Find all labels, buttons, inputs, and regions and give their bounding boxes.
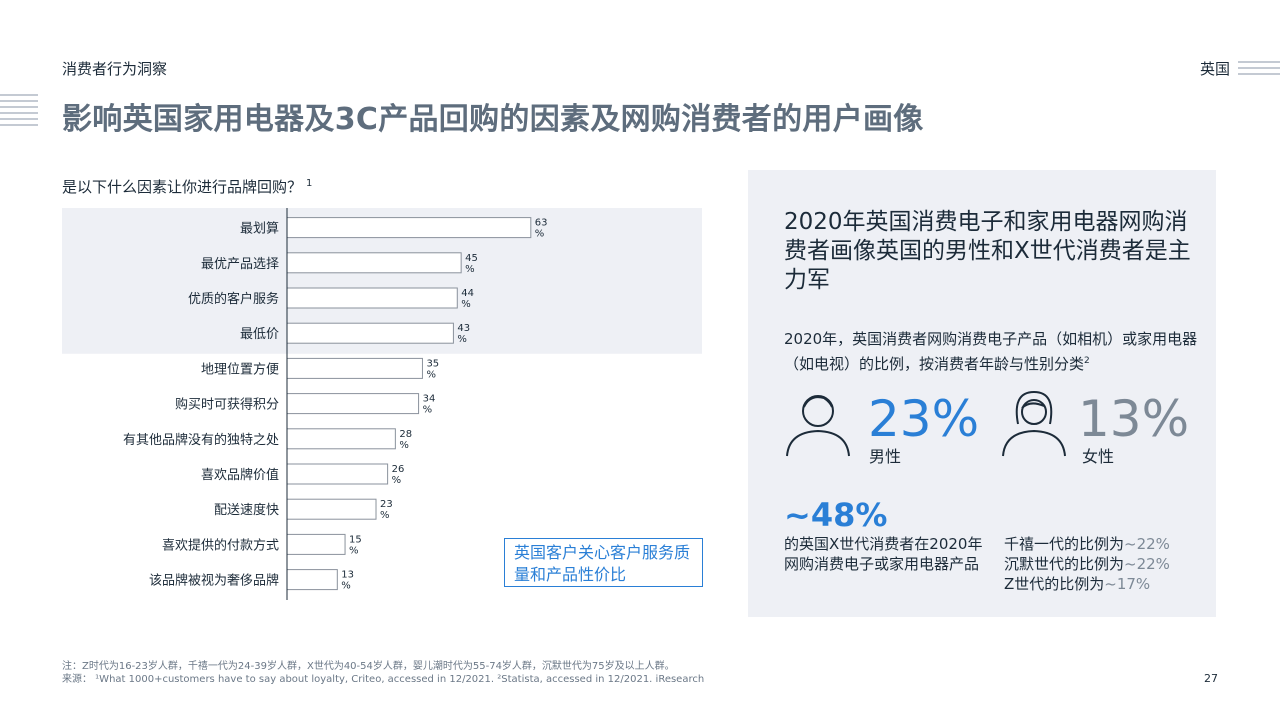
bar xyxy=(286,287,458,309)
bar xyxy=(286,252,462,274)
footnote-note: 注：Z时代为16-23岁人群，千禧一代为24-39岁人群，X世代为40-54岁人… xyxy=(62,661,675,672)
male-label: 男性 xyxy=(869,447,902,466)
category-label: 喜欢品牌价值 xyxy=(201,467,279,483)
bar xyxy=(286,357,423,379)
bar xyxy=(286,498,377,520)
panel-subtitle: 2020年，英国消费者网购消费电子产品（如相机）或家用电器（如电视）的比例，按消… xyxy=(784,328,1204,375)
generation-label: 沉默世代的比例为 xyxy=(1004,555,1125,573)
data-label: 13 xyxy=(341,570,354,581)
generation-label: 千禧一代的比例为 xyxy=(1004,535,1125,553)
category-label: 购买时可获得积分 xyxy=(175,397,279,413)
data-label: 26 xyxy=(392,464,405,475)
chart-question: 是以下什么因素让你进行品牌回购？ 1 xyxy=(62,176,312,197)
repurchase-factors-bar-chart: 最划算 63% 最优产品选择 45% 优质的客户服务 44% 最低价 43% 地理位置方便 35%… xyxy=(62,208,702,600)
data-label-unit: % xyxy=(392,475,402,486)
panel-title: 2020年英国消费电子和家用电器网购消费者画像英国的男性和X世代消费者是主力军 xyxy=(784,209,1191,293)
data-label: 28 xyxy=(399,429,412,440)
female-label: 女性 xyxy=(1082,447,1115,466)
chart-question-text: 是以下什么因素让你进行品牌回购？ xyxy=(62,178,303,196)
bar xyxy=(286,393,420,415)
data-label: 63 xyxy=(535,218,548,229)
data-label-unit: % xyxy=(426,369,436,380)
data-label-unit: % xyxy=(349,545,359,556)
data-label-unit: % xyxy=(399,440,409,451)
decorative-lines-right xyxy=(1238,61,1280,79)
footnotes: 注：Z时代为16-23岁人群，千禧一代为24-39岁人群，X世代为40-54岁人… xyxy=(62,660,704,686)
generation-item: Z世代的比例为~17% xyxy=(1004,574,1170,594)
category-label: 配送速度快 xyxy=(214,502,279,518)
data-label: 34 xyxy=(423,394,436,405)
callout-box: 英国客户关心客户服务质量和产品性价比 xyxy=(504,538,703,587)
data-label-unit: % xyxy=(465,264,475,275)
category-label: 优质的客户服务 xyxy=(188,291,279,307)
bar xyxy=(286,217,532,239)
data-label-unit: % xyxy=(535,229,545,240)
category-label: 最划算 xyxy=(240,222,279,237)
generation-item: 沉默世代的比例为~22% xyxy=(1004,554,1170,574)
generation-value: ~22% xyxy=(1124,555,1170,573)
male-percentage: 23% xyxy=(868,390,980,448)
category-label: 喜欢提供的付款方式 xyxy=(162,537,279,553)
panel-subtitle-text: 2020年，英国消费者网购消费电子产品（如相机）或家用电器（如电视）的比例，按消… xyxy=(784,330,1198,373)
bar xyxy=(286,463,389,485)
data-label-unit: % xyxy=(341,581,351,592)
data-label-unit: % xyxy=(461,299,471,310)
chart-question-footnote: 1 xyxy=(306,178,313,189)
female-person-icon xyxy=(1002,390,1066,457)
data-label: 44 xyxy=(461,288,474,299)
female-percentage: 13% xyxy=(1078,390,1190,448)
panel-subtitle-footnote: 2 xyxy=(1084,356,1090,366)
generation-label: Z世代的比例为 xyxy=(1004,575,1105,593)
bar xyxy=(286,533,346,555)
category-label: 最低价 xyxy=(240,327,279,342)
page-title: 影响英国家用电器及3C产品回购的因素及网购消费者的用户画像 xyxy=(62,102,924,137)
generation-list: 千禧一代的比例为~22% 沉默世代的比例为~22% Z世代的比例为~17% xyxy=(1004,534,1170,594)
data-label: 43 xyxy=(457,323,470,334)
data-label-unit: % xyxy=(423,405,433,416)
category-label: 最优产品选择 xyxy=(201,257,279,272)
generation-value: ~17% xyxy=(1104,575,1151,593)
category-label: 有其他品牌没有的独特之处 xyxy=(123,432,279,448)
category-label: 地理位置方便 xyxy=(201,361,279,377)
data-label: 45 xyxy=(465,253,478,264)
data-label: 23 xyxy=(380,499,393,510)
data-label: 15 xyxy=(349,534,362,545)
data-label-unit: % xyxy=(380,510,390,521)
bar xyxy=(286,322,454,344)
generation-item: 千禧一代的比例为~22% xyxy=(1004,534,1170,554)
bar xyxy=(286,569,338,591)
page-number: 27 xyxy=(1204,672,1218,685)
data-label: 35 xyxy=(426,358,439,369)
genx-description: 的英国X世代消费者在2020年网购消费电子或家用电器产品 xyxy=(784,535,983,573)
data-label-unit: % xyxy=(457,334,467,345)
section-label: 消费者行为洞察 xyxy=(62,60,168,78)
category-label: 该品牌被视为奢侈品牌 xyxy=(149,573,279,589)
country-label: 英国 xyxy=(1199,60,1230,78)
decorative-lines-left xyxy=(0,94,38,130)
genx-percentage: ~48% xyxy=(784,496,888,534)
footnote-source: 来源： ¹What 1000+customers have to say abo… xyxy=(62,674,705,685)
generation-value: ~22% xyxy=(1124,535,1170,553)
male-person-icon xyxy=(786,395,850,457)
consumer-profile-panel: 2020年英国消费电子和家用电器网购消费者画像英国的男性和X世代消费者是主力军 … xyxy=(748,170,1216,617)
bar xyxy=(286,428,396,450)
